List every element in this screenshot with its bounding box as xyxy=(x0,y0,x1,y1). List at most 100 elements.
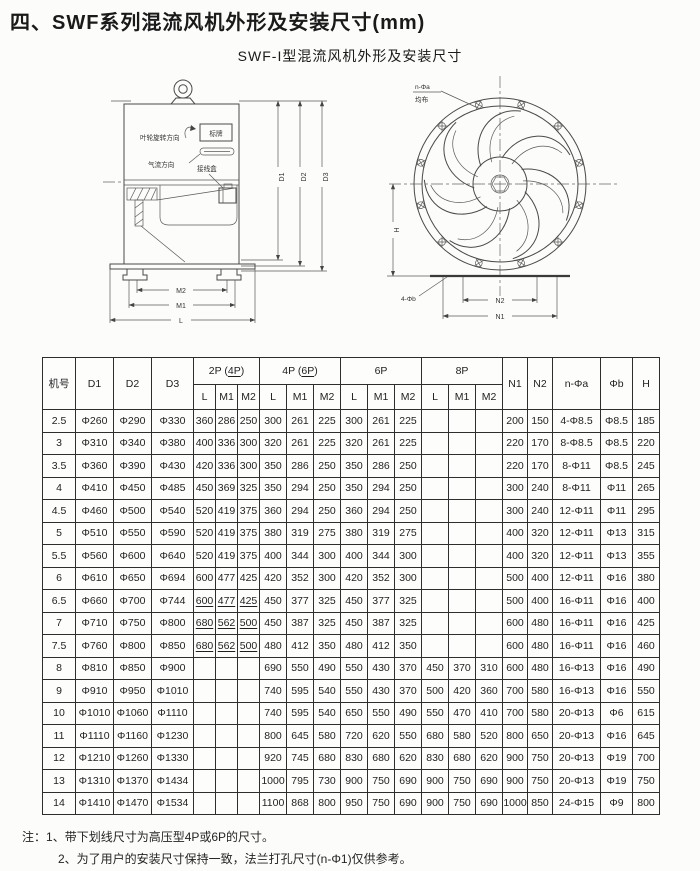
table-cell xyxy=(475,611,503,635)
table-cell xyxy=(237,679,260,703)
table-cell: 900 xyxy=(502,746,528,770)
table-cell: Φ590 xyxy=(151,521,194,545)
table-cell: 400 xyxy=(502,544,528,568)
table-cell: 650 xyxy=(527,724,553,748)
table-cell: 220 xyxy=(502,431,528,455)
table-cell: Φ810 xyxy=(75,656,114,680)
group-header-8p: 8P xyxy=(421,357,503,385)
table-cell: Φ1010 xyxy=(75,701,114,725)
table-cell: 500 xyxy=(237,611,260,635)
table-cell: 1100 xyxy=(259,791,287,815)
table-cell: Φ19 xyxy=(600,769,633,793)
table-cell: Φ694 xyxy=(151,566,194,590)
table-cell: 745 xyxy=(286,746,314,770)
table-cell: 410 xyxy=(475,701,503,725)
foot-right xyxy=(216,269,242,281)
table-cell: Φ560 xyxy=(75,544,114,568)
table-row: 4.5 Φ460 Φ500 Φ540 520 419 375 360 294 250 360 294 2… xyxy=(42,499,660,523)
table-cell: Φ850 xyxy=(113,656,152,680)
table-cell: Φ1370 xyxy=(113,769,152,793)
table-cell: Φ1210 xyxy=(75,746,114,770)
table-cell xyxy=(475,409,503,433)
dimension-table-wrap: 机号 D1 D2 D3 2P (4P) 4P (6P) 6P 8P N1 N2 … xyxy=(42,357,660,815)
table-row: 7 Φ710 Φ750 Φ800 680 562 500 450 387 325 450 387 325… xyxy=(42,611,660,635)
table-cell: 450 xyxy=(421,656,449,680)
table-cell: 360 xyxy=(193,409,216,433)
table-cell: 325 xyxy=(313,611,341,635)
table-cell xyxy=(448,431,476,455)
table-cell: 350 xyxy=(259,454,287,478)
table-cell xyxy=(475,521,503,545)
figure-subtitle: SWF-I型混流风机外形及安装尺寸 xyxy=(237,48,463,64)
table-cell xyxy=(448,589,476,613)
dim-d3: D3 xyxy=(319,100,330,272)
fan-casing xyxy=(123,103,240,265)
table-cell: 400 xyxy=(527,589,553,613)
table-cell xyxy=(237,791,260,815)
table-cell xyxy=(475,566,503,590)
table-cell xyxy=(475,476,503,500)
table-cell: 300 xyxy=(237,431,260,455)
table-cell: 12 xyxy=(42,746,76,770)
table-cell: 425 xyxy=(632,611,660,635)
table-cell: Φ1060 xyxy=(113,701,152,725)
group-header-6p: 6P xyxy=(340,357,422,385)
table-cell: 275 xyxy=(394,521,422,545)
table-cell: 7 xyxy=(42,611,76,635)
table-cell: 8-Φ8.5 xyxy=(552,431,601,455)
table-cell: 700 xyxy=(502,679,528,703)
table-cell: 380 xyxy=(632,566,660,590)
table-cell: 520 xyxy=(475,724,503,748)
table-cell: Φ290 xyxy=(113,409,152,433)
dimension-table: 机号 D1 D2 D3 2P (4P) 4P (6P) 6P 8P N1 N2 … xyxy=(42,357,660,815)
table-row: 2.5 Φ260 Φ290 Φ330 360 286 250 300 261 225 300 261 2… xyxy=(42,409,660,433)
foot-left xyxy=(122,269,148,281)
table-cell: 350 xyxy=(340,476,368,500)
table-cell: 240 xyxy=(527,476,553,500)
table-cell: 600 xyxy=(193,589,216,613)
rotation-direction-label: 叶轮旋转方向 xyxy=(140,133,180,142)
table-cell: 540 xyxy=(313,701,341,725)
table-cell: 300 xyxy=(394,566,422,590)
dim-n1: N1 xyxy=(442,277,558,321)
table-cell: 750 xyxy=(527,769,553,793)
table-cell: 336 xyxy=(215,454,238,478)
svg-text:D1: D1 xyxy=(279,172,286,181)
sub-header-m2: M2 xyxy=(394,384,422,410)
table-cell: 500 xyxy=(502,566,528,590)
table-cell: Φ1010 xyxy=(151,679,194,703)
table-cell xyxy=(475,431,503,455)
group-header-2p: 2P (4P) xyxy=(193,357,260,385)
table-cell: 3 xyxy=(42,431,76,455)
table-cell: 1000 xyxy=(259,769,287,793)
table-cell: Φ610 xyxy=(75,566,114,590)
table-cell: 294 xyxy=(286,476,314,500)
table-cell: 8-Φ11 xyxy=(552,476,601,500)
table-cell: 16-Φ13 xyxy=(552,656,601,680)
table-cell: 420 xyxy=(340,566,368,590)
table-cell: 6.5 xyxy=(42,589,76,613)
table-cell: 1000 xyxy=(502,791,528,815)
table-cell: 680 xyxy=(367,746,395,770)
table-cell: 300 xyxy=(313,566,341,590)
table-cell xyxy=(475,589,503,613)
table-cell xyxy=(448,476,476,500)
table-cell: Φ710 xyxy=(75,611,114,635)
table-cell: 750 xyxy=(367,791,395,815)
table-cell: 10 xyxy=(42,701,76,725)
table-cell: 12-Φ11 xyxy=(552,566,601,590)
table-cell xyxy=(421,566,449,590)
dim-n2: N2 xyxy=(462,277,538,305)
table-cell: 690 xyxy=(475,791,503,815)
table-cell xyxy=(215,724,238,748)
table-cell: 319 xyxy=(286,521,314,545)
table-cell: 500 xyxy=(502,589,528,613)
table-cell: 325 xyxy=(394,589,422,613)
table-cell: 12-Φ11 xyxy=(552,521,601,545)
table-cell: 830 xyxy=(340,746,368,770)
table-cell: 690 xyxy=(394,791,422,815)
table-cell xyxy=(237,656,260,680)
table-cell: Φ11 xyxy=(600,499,633,523)
table-cell xyxy=(448,634,476,658)
table-cell: 550 xyxy=(340,656,368,680)
